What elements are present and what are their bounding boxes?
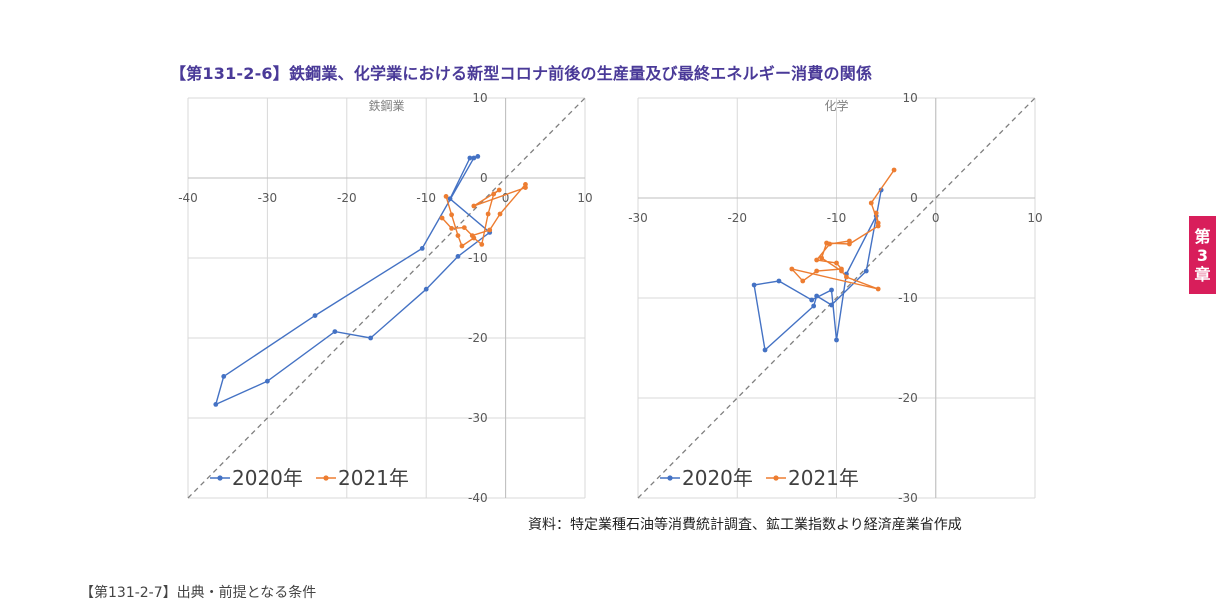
data-point <box>800 278 806 284</box>
data-point <box>479 242 485 247</box>
steel-chart: 鉄鋼業 -40 -30 -20 -10 0 10 -40 -30 -20 -10 0 10 2020年 20… <box>178 91 592 505</box>
data-point <box>839 266 844 272</box>
data-point <box>829 287 834 293</box>
chart-main-title: 【第131-2-6】鉄鋼業、化学業における新型コロナ前後の生産量及び最終エネルギ… <box>170 64 873 83</box>
x-tick-label: -20 <box>337 191 357 205</box>
diagonal-reference-line <box>637 97 1036 499</box>
y-tick-label: -10 <box>468 251 488 265</box>
y-tick-label: -30 <box>468 411 488 425</box>
x-tick-label: -20 <box>727 211 747 225</box>
source-note: 資料：特定業種石油等消費統計調査、鉱工業指数より経済産業省作成 <box>528 517 962 533</box>
data-point <box>459 243 465 249</box>
y-tick-label: 0 <box>480 171 488 185</box>
y-tick-label: -10 <box>898 291 918 305</box>
legend-marker <box>217 475 223 481</box>
x-tick-label: 10 <box>1027 211 1042 225</box>
data-point <box>811 303 817 309</box>
chart-title: 化学 <box>824 98 848 113</box>
data-point <box>497 211 503 217</box>
y-tick-label: -20 <box>898 391 918 405</box>
chapter-tab-number: 3 <box>1196 245 1209 265</box>
legend-marker <box>773 475 779 481</box>
legend-label: 2021年 <box>788 466 859 490</box>
data-point <box>467 155 473 161</box>
legend-label: 2021年 <box>338 466 409 490</box>
data-point <box>814 293 820 299</box>
y-tick-label: -20 <box>468 331 488 345</box>
data-point <box>485 211 491 217</box>
data-point <box>834 260 839 266</box>
data-point <box>819 255 825 261</box>
data-point <box>751 282 757 288</box>
data-point <box>829 302 834 308</box>
y-tick-label: -40 <box>468 491 488 505</box>
data-point <box>891 167 897 173</box>
x-tick-label: -10 <box>416 191 436 205</box>
data-point <box>834 337 839 343</box>
chapter-tab[interactable]: 第 3 章 <box>1189 216 1216 294</box>
data-point <box>827 241 832 247</box>
data-point <box>213 402 219 407</box>
data-point <box>419 246 425 251</box>
x-tick-label: -10 <box>827 211 847 225</box>
x-tick-label: 0 <box>502 191 510 205</box>
data-point <box>449 226 455 231</box>
y-tick-label: 10 <box>472 91 487 105</box>
data-point <box>875 223 881 229</box>
data-point <box>863 268 869 274</box>
data-point <box>439 215 445 221</box>
data-point <box>471 203 477 209</box>
chapter-tab-char: 章 <box>1194 264 1211 284</box>
chapter-tab-char: 第 <box>1194 226 1211 246</box>
data-point <box>868 200 874 206</box>
data-point <box>471 155 477 161</box>
data-point <box>844 274 849 280</box>
data-point <box>814 268 820 274</box>
y-tick-label: 0 <box>910 191 918 205</box>
data-point <box>475 154 481 159</box>
data-point <box>312 313 318 318</box>
data-point <box>368 335 374 341</box>
x-tick-label: 10 <box>577 191 592 205</box>
legend-marker <box>323 475 329 481</box>
legend-label: 2020年 <box>232 466 303 490</box>
data-point <box>789 266 795 272</box>
data-point <box>523 182 528 187</box>
data-point <box>496 187 502 193</box>
data-point <box>447 196 453 202</box>
diagonal-reference-line <box>187 97 586 499</box>
chart-title: 鉄鋼業 <box>368 98 404 113</box>
data-point <box>762 347 768 353</box>
data-point <box>221 374 227 379</box>
x-tick-label: 0 <box>932 211 940 225</box>
data-point <box>423 286 429 292</box>
x-tick-label: -30 <box>258 191 278 205</box>
data-point <box>265 378 270 384</box>
data-point <box>873 210 879 216</box>
data-point <box>461 225 467 231</box>
data-point <box>455 233 461 239</box>
x-tick-label: -30 <box>628 211 648 225</box>
y-tick-label: 10 <box>902 91 917 105</box>
next-section-heading: 【第131-2-7】出典・前提となる条件 <box>80 585 317 601</box>
data-point <box>491 191 497 197</box>
data-point <box>455 254 461 259</box>
chemical-chart: 化学 -30 -20 -10 0 10 -30 -20 -10 0 10 2020年 2021年 <box>628 91 1042 505</box>
y-tick-label: -30 <box>898 491 918 505</box>
data-point <box>814 257 820 263</box>
x-tick-label: -40 <box>178 191 198 205</box>
data-point <box>469 233 475 239</box>
data-point <box>809 297 815 303</box>
data-point <box>443 194 449 199</box>
legend-label: 2020年 <box>682 466 753 490</box>
data-point <box>332 329 338 334</box>
legend-marker <box>667 475 673 481</box>
series-line-1 <box>441 182 527 248</box>
data-point <box>875 286 881 292</box>
series-line-0 <box>214 155 491 406</box>
data-point <box>487 227 493 233</box>
data-point <box>847 238 852 244</box>
data-point <box>449 212 455 218</box>
data-point <box>776 278 782 284</box>
